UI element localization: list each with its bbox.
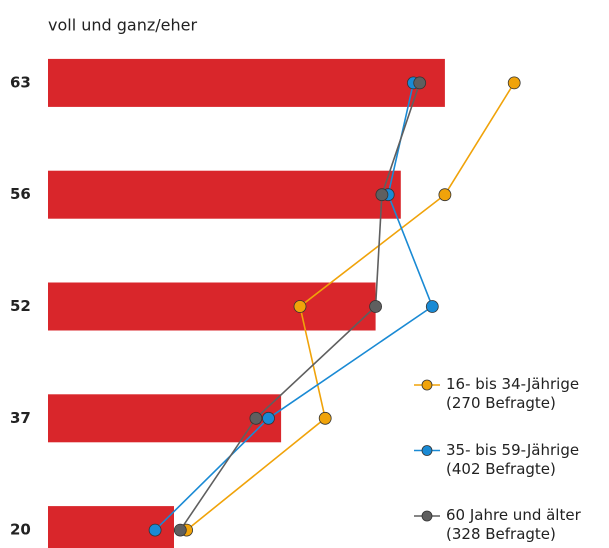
series-point <box>173 523 187 537</box>
bar <box>48 170 401 219</box>
legend-marker <box>421 445 433 456</box>
series-point <box>262 411 275 425</box>
series-point <box>369 300 383 313</box>
legend-marker <box>421 510 433 522</box>
series-point <box>438 188 452 202</box>
value-label: 52 <box>10 297 31 315</box>
legend-label: 60 Jahre und älter (328 Befragte) <box>446 506 581 543</box>
bar <box>48 58 445 107</box>
chart-title: voll und ganz/eher <box>48 16 197 35</box>
series-point <box>413 76 427 90</box>
value-label: 20 <box>10 521 31 539</box>
value-label: 63 <box>10 73 31 91</box>
series-point <box>249 411 263 425</box>
bar <box>48 282 376 331</box>
value-label: 37 <box>10 409 31 427</box>
series-point <box>318 411 332 425</box>
series-point <box>293 300 307 313</box>
series-point <box>148 523 162 537</box>
bar <box>48 394 282 443</box>
series-point <box>507 76 521 90</box>
legend-label: 16- bis 34-Jährige (270 Befragte) <box>446 375 580 412</box>
series-point <box>375 188 389 202</box>
series-point <box>425 300 439 313</box>
value-label: 56 <box>10 185 31 203</box>
legend-label: 35- bis 59-Jährige (402 Befragte) <box>446 440 580 478</box>
legend-marker <box>421 379 433 391</box>
